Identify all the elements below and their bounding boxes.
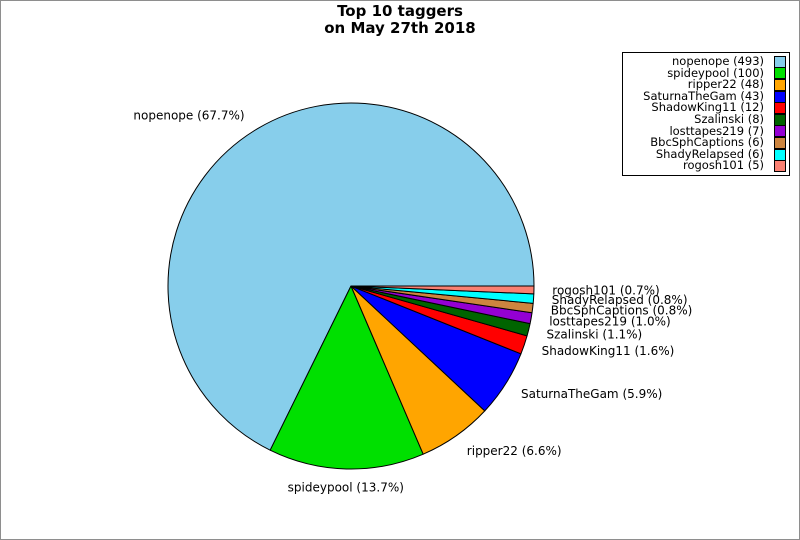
pie-label-spideypool: spideypool (13.7%) xyxy=(288,480,404,494)
legend-row-BbcSphCaptions: BbcSphCaptions (6) xyxy=(626,137,786,149)
pie-label-BbcSphCaptions: BbcSphCaptions (0.8%) xyxy=(551,304,693,318)
pie-label-ShadowKing11: ShadowKing11 (1.6%) xyxy=(542,344,675,358)
legend-swatch-icon xyxy=(774,125,786,138)
legend-label: losttapes219 (7) xyxy=(669,123,764,138)
pie-label-nopenope: nopenope (67.7%) xyxy=(133,108,244,122)
legend-swatch-icon xyxy=(774,113,786,126)
pie-label-ShadyRelapsed: ShadyRelapsed (0.8%) xyxy=(552,293,688,307)
chart-title: Top 10 taggers on May 27th 2018 xyxy=(1,3,799,37)
pie-label-losttapes219: losttapes219 (1.0%) xyxy=(549,315,671,329)
legend-row-ShadyRelapsed: ShadyRelapsed (6) xyxy=(626,146,786,161)
legend-label: rogosh101 (5) xyxy=(682,158,764,173)
legend-label: BbcSphCaptions (6) xyxy=(650,135,764,150)
pie-label-Szalinski: Szalinski (1.1%) xyxy=(547,327,643,341)
legend-label: ShadyRelapsed (6) xyxy=(655,146,764,161)
legend-label: Szalinski (8) xyxy=(694,111,764,126)
pie-slice-spideypool xyxy=(269,285,424,470)
legend-label: nopenope (493) xyxy=(672,54,764,68)
pie-label-ripper22: ripper22 (6.6%) xyxy=(467,444,562,458)
legend-swatch-icon xyxy=(774,148,786,161)
legend-label: SaturnaTheGam (43) xyxy=(643,88,764,103)
chart-title-line-2: on May 27th 2018 xyxy=(324,19,476,37)
legend-row-spideypool: spideypool (100) xyxy=(626,65,786,80)
chart-title-line-1: Top 10 taggers xyxy=(337,2,463,20)
legend-swatch-icon xyxy=(774,136,786,149)
legend-row-ShadowKing11: ShadowKing11 (12) xyxy=(626,100,786,115)
pie-label-rogosh101: rogosh101 (0.7%) xyxy=(552,284,659,298)
legend-swatch-icon xyxy=(774,78,786,91)
legend-swatch-icon xyxy=(774,102,786,115)
legend-label: spideypool (100) xyxy=(667,65,764,80)
legend-label: ShadowKing11 (12) xyxy=(651,100,764,115)
legend-row-rogosh101: rogosh101 (5) xyxy=(626,158,786,173)
legend-label: ripper22 (48) xyxy=(687,77,764,92)
legend-row-losttapes219: losttapes219 (7) xyxy=(626,123,786,138)
legend-row-nopenope: nopenope (493) xyxy=(626,54,786,68)
pie-label-SaturnaTheGam: SaturnaTheGam (5.9%) xyxy=(521,387,662,401)
legend: nopenope (493) spideypool (100) ripper22 (… xyxy=(622,52,790,176)
legend-row-SaturnaTheGam: SaturnaTheGam (43) xyxy=(626,88,786,103)
legend-swatch-icon xyxy=(774,90,786,103)
legend-swatch-icon xyxy=(774,55,786,68)
legend-swatch-icon xyxy=(774,67,786,80)
pie-slice-nopenope xyxy=(167,102,535,451)
legend-row-Szalinski: Szalinski (8) xyxy=(626,111,786,126)
legend-row-ripper22: ripper22 (48) xyxy=(626,79,786,91)
pie-slice-rogosh101 xyxy=(350,285,535,295)
legend-swatch-icon xyxy=(774,160,786,173)
